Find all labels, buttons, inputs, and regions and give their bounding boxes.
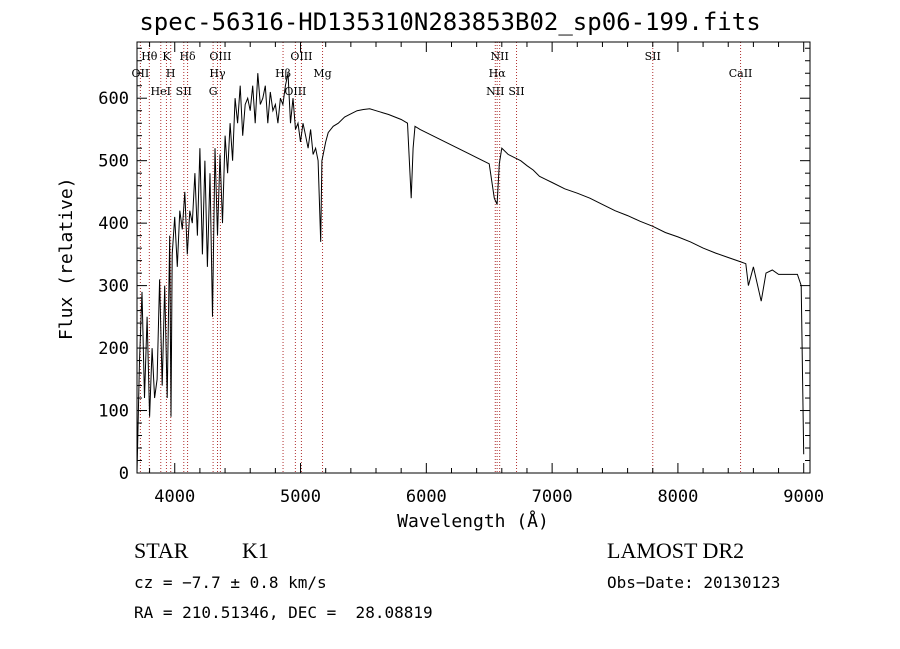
emission-lines-layer xyxy=(139,42,742,473)
line-label-5: SII xyxy=(176,85,192,98)
chart-title: spec-56316-HD135310N283853B02_sp06-199.f… xyxy=(139,8,761,36)
line-label-2: HeI xyxy=(151,85,171,98)
observation-date: Obs−Date: 20130123 xyxy=(607,573,781,592)
y-tick-label-300: 300 xyxy=(98,277,129,297)
y-tick-label-0: 0 xyxy=(119,464,129,484)
x-tick-label-4000: 4000 xyxy=(154,487,195,507)
line-label-12: OIII xyxy=(290,50,312,63)
line-label-4: H xyxy=(166,67,176,80)
x-tick-label-7000: 7000 xyxy=(532,487,573,507)
line-label-3: K xyxy=(162,50,171,63)
line-label-11: OIII xyxy=(284,85,306,98)
y-axis-label: Flux (relative) xyxy=(56,177,77,340)
line-label-18: SII xyxy=(645,50,661,63)
x-tick-label-8000: 8000 xyxy=(657,487,698,507)
y-tick-label-600: 600 xyxy=(98,89,129,109)
line-label-0: Hθ xyxy=(141,50,158,63)
line-label-15: NII xyxy=(491,50,509,63)
x-tick-label-6000: 6000 xyxy=(406,487,447,507)
y-tick-label-200: 200 xyxy=(98,339,129,359)
line-label-13: Mg xyxy=(313,67,331,80)
survey-name: LAMOST DR2 xyxy=(607,538,745,563)
star-subclass: K1 xyxy=(242,538,269,563)
redshift-cz: cz = −7.7 ± 0.8 km/s xyxy=(134,573,327,592)
y-tick-label-400: 400 xyxy=(98,214,129,234)
y-tick-label-100: 100 xyxy=(98,402,129,422)
star-class: STAR xyxy=(134,538,189,563)
line-label-16: Hα xyxy=(489,67,507,80)
x-tick-label-5000: 5000 xyxy=(280,487,321,507)
line-label-14: NII xyxy=(486,85,504,98)
spectrum-series xyxy=(136,73,805,474)
plot-frame xyxy=(136,41,811,474)
line-label-9: OIII xyxy=(209,50,231,63)
line-label-6: Hδ xyxy=(179,50,196,63)
line-label-7: Hγ xyxy=(209,67,226,80)
x-tick-label-9000: 9000 xyxy=(783,487,824,507)
y-tick-label-500: 500 xyxy=(98,152,129,172)
line-label-17: SII xyxy=(508,85,524,98)
line-label-19: CaII xyxy=(729,67,753,80)
axis-ticks-layer: 4000 5000 6000 7000 8000 9000 0 100 200 300 400 500… xyxy=(98,42,824,507)
x-axis-label: Wavelength (Å) xyxy=(397,511,549,532)
ra-dec: RA = 210.51346, DEC = 28.08819 xyxy=(134,603,433,622)
line-label-8: G xyxy=(209,85,218,98)
line-labels-layer: HθOIIHeIKHSIIHδHγGOIIIHβOIIIOIIIMgNIINII… xyxy=(132,50,753,98)
